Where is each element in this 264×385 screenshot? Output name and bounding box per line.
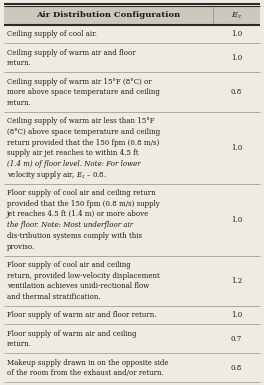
Text: Ceiling supply of warm air and floor: Ceiling supply of warm air and floor bbox=[7, 49, 136, 57]
Text: jet reaches 4.5 ft (1.4 m) or more above: jet reaches 4.5 ft (1.4 m) or more above bbox=[7, 211, 149, 218]
Text: 1.2: 1.2 bbox=[231, 277, 242, 285]
Bar bbox=[4, 112, 260, 184]
Text: 1.0: 1.0 bbox=[231, 144, 242, 152]
Text: more above space temperature and ceiling: more above space temperature and ceiling bbox=[7, 88, 160, 96]
Text: Makeup supply drawn in on the opposite side: Makeup supply drawn in on the opposite s… bbox=[7, 358, 168, 367]
Text: Floor supply of cool air and ceiling return: Floor supply of cool air and ceiling ret… bbox=[7, 189, 155, 197]
Text: 0.7: 0.7 bbox=[231, 335, 242, 343]
Bar bbox=[4, 72, 260, 112]
Text: 1.0: 1.0 bbox=[231, 216, 242, 224]
Text: return.: return. bbox=[7, 99, 32, 107]
Text: supply air jet reaches to within 4.5 ft: supply air jet reaches to within 4.5 ft bbox=[7, 149, 139, 157]
Text: Air Distribution Configuration: Air Distribution Configuration bbox=[36, 12, 181, 20]
Text: $E_z$: $E_z$ bbox=[231, 10, 242, 20]
Bar bbox=[4, 44, 260, 72]
Text: 1.0: 1.0 bbox=[231, 54, 242, 62]
Text: Ceiling supply of warm air less than 15°F: Ceiling supply of warm air less than 15°… bbox=[7, 117, 154, 125]
Text: Floor supply of warm air and ceiling: Floor supply of warm air and ceiling bbox=[7, 330, 136, 338]
Text: dis-tribution systems comply with this: dis-tribution systems comply with this bbox=[7, 232, 142, 240]
Bar bbox=[4, 382, 260, 385]
Text: Floor supply of warm air and floor return.: Floor supply of warm air and floor retur… bbox=[7, 311, 157, 319]
Text: 1.0: 1.0 bbox=[231, 30, 242, 38]
Bar bbox=[4, 325, 260, 353]
Text: 1.0: 1.0 bbox=[231, 311, 242, 319]
Text: provided that the 150 fpm (0.8 m/s) supply: provided that the 150 fpm (0.8 m/s) supp… bbox=[7, 200, 160, 208]
Text: (8°C) above space temperature and ceiling: (8°C) above space temperature and ceilin… bbox=[7, 128, 160, 136]
Text: and thermal stratification.: and thermal stratification. bbox=[7, 293, 101, 301]
Text: proviso.: proviso. bbox=[7, 243, 35, 251]
Bar bbox=[4, 256, 260, 306]
Text: Floor supply of cool air and ceiling: Floor supply of cool air and ceiling bbox=[7, 261, 131, 269]
Text: 0.8: 0.8 bbox=[231, 364, 242, 372]
Text: return, provided low-velocity displacement: return, provided low-velocity displaceme… bbox=[7, 271, 160, 280]
Text: Ceiling supply of warm air 15°F (8°C) or: Ceiling supply of warm air 15°F (8°C) or bbox=[7, 77, 152, 85]
Text: of the room from the exhaust and/or return.: of the room from the exhaust and/or retu… bbox=[7, 369, 164, 377]
Text: return.: return. bbox=[7, 59, 32, 67]
Text: return provided that the 150 fpm (0.8 m/s): return provided that the 150 fpm (0.8 m/… bbox=[7, 139, 159, 147]
Bar bbox=[4, 306, 260, 325]
Text: 0.8: 0.8 bbox=[231, 88, 242, 96]
Text: ventilation achieves unidi-rectional flow: ventilation achieves unidi-rectional flo… bbox=[7, 282, 149, 290]
Text: Ceiling supply of cool air.: Ceiling supply of cool air. bbox=[7, 30, 97, 38]
Bar bbox=[4, 6, 260, 25]
Bar bbox=[4, 353, 260, 382]
Bar bbox=[4, 25, 260, 44]
Text: (1.4 m) of floor level. Note: For lower: (1.4 m) of floor level. Note: For lower bbox=[7, 160, 141, 168]
Bar bbox=[4, 184, 260, 256]
Text: the floor. Note: Most underfloor air: the floor. Note: Most underfloor air bbox=[7, 221, 133, 229]
Text: velocity supply air, $E_z$ – 0.8.: velocity supply air, $E_z$ – 0.8. bbox=[7, 169, 107, 181]
Text: return.: return. bbox=[7, 340, 32, 348]
